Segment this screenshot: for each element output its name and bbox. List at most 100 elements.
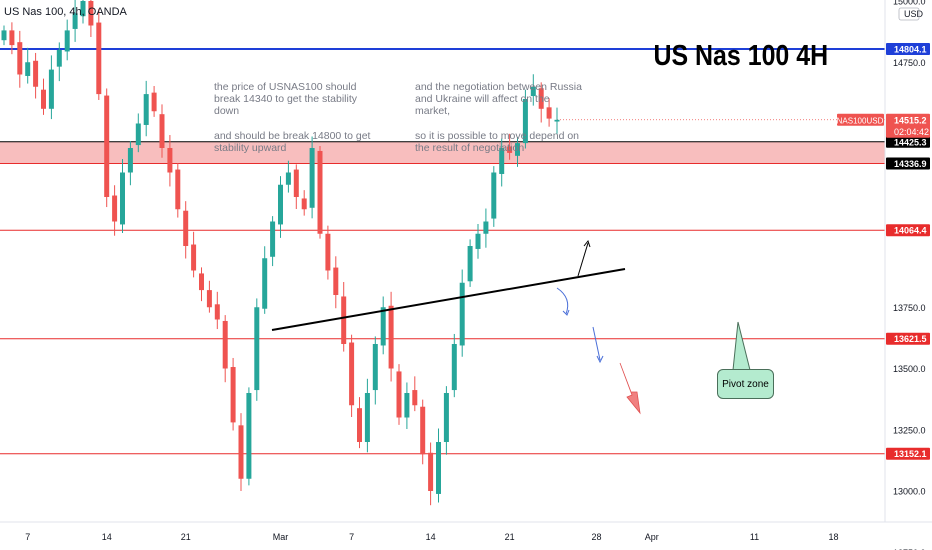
level-price-tag [886,42,930,55]
candle-body [127,148,133,173]
level-price-label: 14064.4 [894,226,927,236]
breakout-up-arrow [577,242,589,277]
y-tick-label: 13750.0 [893,303,926,313]
candle-body [246,393,252,479]
candle-body [475,233,481,249]
y-tick-label: 13000.0 [893,487,926,497]
candle-body [80,1,86,17]
candle-body [325,233,331,271]
candle-body [317,150,323,234]
y-tick-label: 13250.0 [893,425,926,435]
candle-body [206,290,212,308]
level-price-tag [886,157,930,170]
candle-body [459,282,465,346]
x-tick-label: 21 [505,532,515,542]
candle-body [104,95,110,197]
candle-body [515,143,520,156]
candle-body [333,267,339,295]
x-tick-label: 28 [591,532,601,542]
candle-body [483,221,489,234]
currency-box [898,7,920,21]
candle-body [420,406,426,455]
x-tick-label: Mar [273,532,289,542]
price-axis: 17000.016750.016500.016250.016000.015750… [837,0,932,550]
candle-body [293,169,299,197]
candle-body [522,99,528,144]
candle-body [388,305,394,369]
candle-body [278,184,283,225]
pivot-zone-callout: Pivot zone [717,369,774,399]
time-axis: 7 14 21 Mar 7 14 21 28 Apr 11 18 [0,521,932,542]
x-tick-label: Apr [645,532,659,542]
candle-body [554,119,560,122]
candle-body [1,30,7,41]
chart-title: US Nas 100 4H [653,40,828,72]
candle-body [222,320,228,369]
candle-body [112,195,118,222]
price-axis-bg [885,0,932,550]
candle-body [151,92,157,112]
candle-body [48,69,54,109]
candle-body [349,342,355,406]
candle-body [270,221,276,257]
y-tick-label: 12750.0 [893,548,926,550]
candle-body [9,30,15,46]
red-down-arrow [619,362,641,415]
x-tick-label: 11 [750,532,759,542]
level-price-tag [886,447,930,460]
candle-body [301,198,307,210]
candle-body [199,273,204,291]
candle-body [538,88,544,109]
bar-countdown: 02:04:42 [894,127,929,137]
level-price-label: 13621.5 [894,334,927,344]
note-left-1: the price of USNAS100 should break 14340… [214,81,358,117]
level-price-tag [886,332,930,345]
down-arrow-head [596,355,604,364]
y-tick-label: 14750.0 [893,58,926,68]
candle-body [507,146,513,153]
candle-body [404,393,410,418]
breakout-up-arrow-head [583,239,591,248]
curve-arrow-right [556,287,569,315]
candle-body [135,123,141,146]
candle-body [120,172,125,225]
candle-body [96,22,102,95]
candle-body [372,344,378,391]
candlestick-series [1,0,560,506]
candle-body [396,371,402,418]
level-price-label: 14804.1 [894,44,927,54]
candle-body [167,148,173,173]
x-tick-label: 14 [102,532,112,542]
candle-body [183,210,189,246]
level-price-tag [886,224,930,237]
candle-body [33,60,39,87]
x-tick-label: 21 [181,532,191,542]
candle-body [380,307,386,346]
currency-label: USD [904,9,924,19]
candle-body [88,1,94,26]
pivot-zone-band [0,141,885,164]
symbol-label: US Nas 100, 4h, OANDA [4,6,127,18]
level-price-label: 13152.1 [894,449,927,459]
level-price-tag [886,135,930,148]
candle-body [254,307,260,391]
candle-body [546,107,552,119]
candle-body [467,246,473,282]
x-tick-label: 7 [25,532,30,542]
candle-body [341,296,347,344]
last-price-tag [886,113,930,138]
candle-body [412,390,418,406]
candle-body [436,442,441,494]
candle-body [41,89,46,109]
x-tick-label: 7 [349,532,354,542]
candle-body [364,393,370,442]
candle-body [491,172,497,219]
down-arrow-line [592,326,601,361]
note-right-2: so it is possible to move depend on the … [415,130,580,154]
candle-body [175,169,181,210]
candle-body [191,244,197,271]
candle-body [143,94,149,125]
level-price-label: 14425.3 [894,137,927,147]
curve-arrow-right-head [562,309,570,316]
